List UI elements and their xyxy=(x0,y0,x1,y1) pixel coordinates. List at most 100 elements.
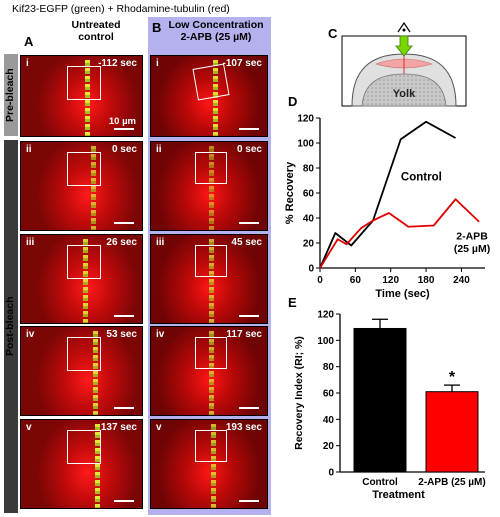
eye-icon xyxy=(397,21,411,33)
scale-bar xyxy=(114,222,134,224)
control-series-label: Control xyxy=(401,172,442,184)
figure-title: Kif23-EGFP (green) + Rhodamine-tubulin (… xyxy=(12,3,230,15)
bleach-roi-box xyxy=(67,152,101,186)
y-tick-label: 0 xyxy=(328,468,334,479)
x-tick-label: 180 xyxy=(418,275,435,286)
frame-time-label: 0 sec xyxy=(236,144,262,155)
panel-letter-e: E xyxy=(288,295,297,310)
panel-letter-a: A xyxy=(24,34,34,49)
frame-index-label: iii xyxy=(156,237,165,248)
pre-bleach-label: Pre-bleach xyxy=(4,68,16,122)
midbody-streak xyxy=(85,60,90,136)
frame-index-label: iii xyxy=(26,237,35,248)
embryo-schematic: Yolk xyxy=(341,21,467,107)
x-tick-label: 240 xyxy=(453,275,470,286)
y-tick-label: 40 xyxy=(323,415,335,426)
bleach-roi-box xyxy=(195,245,227,277)
micrograph-a-iv: iv 53 sec xyxy=(20,326,143,416)
y-tick-label: 100 xyxy=(297,139,314,150)
series-line-2apb xyxy=(319,198,480,269)
scale-bar xyxy=(114,407,134,409)
category-label: 2-APB (25 µM) xyxy=(418,477,485,488)
column-header-a: Untreated control xyxy=(46,19,146,43)
y-axis-label: Recovery Index (RI; %) xyxy=(293,336,305,450)
frame-index-label: i xyxy=(26,58,29,69)
bleach-roi-box xyxy=(67,337,101,371)
midbody-streak xyxy=(213,60,218,136)
series-line-control xyxy=(319,120,456,269)
scale-bar-label: 10 µm xyxy=(108,116,136,127)
category-label: Control xyxy=(362,477,398,488)
frame-index-label: v xyxy=(26,422,32,433)
bleach-roi-box xyxy=(192,63,230,101)
frame-time-label: 26 sec xyxy=(106,237,137,248)
midbody-streak xyxy=(209,239,214,323)
midbody-streak xyxy=(91,146,96,230)
midbody-streak xyxy=(211,424,216,508)
x-tick-label: 120 xyxy=(382,275,399,286)
scale-bar xyxy=(114,315,134,317)
y-tick-label: 0 xyxy=(308,264,314,275)
panel-letter-b: B xyxy=(152,20,162,35)
frame-time-label: 117 sec xyxy=(226,329,262,340)
frame-time-label: 0 sec xyxy=(111,144,137,155)
scale-bar xyxy=(239,315,259,317)
x-tick-label: 60 xyxy=(350,275,362,286)
scale-bar xyxy=(239,500,259,502)
x-axis-label: Time (sec) xyxy=(375,288,430,300)
scale-bar xyxy=(239,222,259,224)
y-axis-label: % Recovery xyxy=(284,161,296,224)
frame-index-label: iv xyxy=(156,329,165,340)
bleach-roi-box xyxy=(67,430,101,464)
post-bleach-sidebar xyxy=(4,140,18,513)
frame-time-label: 53 sec xyxy=(106,329,137,340)
significance-marker: * xyxy=(449,369,456,386)
scale-bar xyxy=(114,500,134,502)
column-header-a-line2: control xyxy=(78,31,114,43)
eye-pupil xyxy=(402,28,406,32)
column-header-b-line1: Low Concentration xyxy=(168,19,264,31)
micrograph-b-iii: iii 45 sec xyxy=(150,234,268,324)
bleach-roi-box xyxy=(195,337,227,369)
bleach-roi-box xyxy=(67,66,101,100)
x-tick-label: 0 xyxy=(317,275,323,286)
2apb-series-concentration: (25 µM) xyxy=(454,243,490,255)
y-tick-label: 120 xyxy=(297,114,314,125)
frame-index-label: ii xyxy=(156,144,162,155)
micrograph-b-iv: iv 117 sec xyxy=(150,326,268,416)
frame-index-label: i xyxy=(156,58,159,69)
y-tick-label: 120 xyxy=(317,310,334,321)
bleach-roi-box xyxy=(67,245,101,279)
micrograph-a-ii: ii 0 sec xyxy=(20,141,143,231)
bar-control xyxy=(353,327,407,473)
y-tick-label: 100 xyxy=(317,336,334,347)
y-tick-label: 40 xyxy=(303,214,315,225)
recovery-line-chart: 0 20 40 60 80 100 120 0 60 120 180 240 Time (sec) % R… xyxy=(284,114,490,301)
frame-time-label: 45 sec xyxy=(231,237,262,248)
y-tick-label: 60 xyxy=(303,189,315,200)
frame-index-label: iv xyxy=(26,329,35,340)
x-axis-label: Treatment xyxy=(372,489,425,501)
arrow-down-icon xyxy=(395,35,413,57)
y-tick-label: 80 xyxy=(303,164,315,175)
column-header-b: Low Concentration 2-APB (25 µM) xyxy=(160,19,272,43)
micrograph-b-i: i -107 sec xyxy=(150,55,268,137)
yolk-label: Yolk xyxy=(393,88,416,100)
midbody-streak xyxy=(209,331,214,415)
yolk-shape xyxy=(361,73,447,107)
midbody-streak xyxy=(95,424,100,508)
frame-time-label: -112 sec xyxy=(98,58,137,69)
panel-letter-d: D xyxy=(288,94,298,109)
frame-index-label: v xyxy=(156,422,162,433)
2apb-series-label: 2-APB xyxy=(456,230,488,242)
pre-bleach-sidebar xyxy=(4,54,18,136)
frame-index-label: ii xyxy=(26,144,32,155)
micrograph-b-ii: ii 0 sec xyxy=(150,141,268,231)
scale-bar xyxy=(239,407,259,409)
scale-bar xyxy=(239,128,259,130)
y-tick-label: 60 xyxy=(323,389,335,400)
bleach-roi-box xyxy=(195,430,227,462)
micrograph-b-v: v 193 sec xyxy=(150,419,268,509)
post-bleach-label: Post-bleach xyxy=(4,296,16,357)
frame-time-label: 193 sec xyxy=(225,422,262,433)
